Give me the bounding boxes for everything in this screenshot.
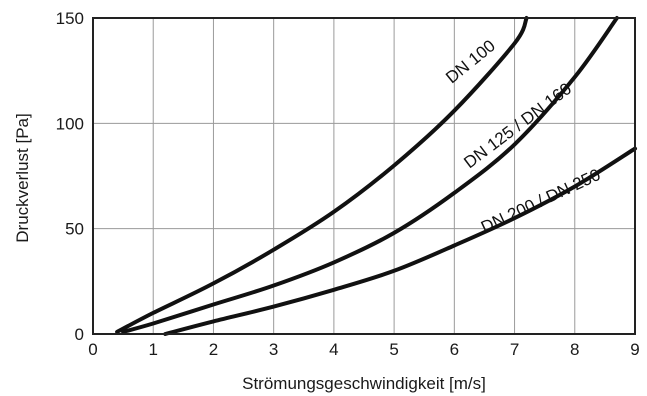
series-label-2: DN 200 / DN 250 xyxy=(478,165,603,237)
series-label-0: DN 100 xyxy=(442,36,499,87)
y-tick-label-1: 50 xyxy=(65,220,84,239)
grid xyxy=(93,18,635,334)
x-tick-label-0: 0 xyxy=(88,340,97,359)
series-label-1: DN 125 / DN 160 xyxy=(460,79,575,172)
series-line-2 xyxy=(163,146,637,336)
series-curves xyxy=(115,16,637,336)
x-tick-label-5: 5 xyxy=(389,340,398,359)
series-line-0 xyxy=(115,16,529,334)
plot-frame xyxy=(92,17,636,335)
x-tick-label-9: 9 xyxy=(630,340,639,359)
x-tick-label-1: 1 xyxy=(148,340,157,359)
x-axis-label: Strömungsgeschwindigkeit [m/s] xyxy=(242,374,486,393)
x-tick-label-4: 4 xyxy=(329,340,338,359)
y-axis-label: Druckverlust [Pa] xyxy=(13,113,32,242)
x-tick-label-7: 7 xyxy=(510,340,519,359)
x-tick-label-2: 2 xyxy=(209,340,218,359)
x-tick-label-3: 3 xyxy=(269,340,278,359)
x-tick-label-6: 6 xyxy=(450,340,459,359)
y-tick-label-3: 150 xyxy=(56,9,84,28)
x-tick-label-8: 8 xyxy=(570,340,579,359)
y-tick-label-0: 0 xyxy=(75,325,84,344)
series-line-1 xyxy=(121,16,619,334)
y-tick-label-2: 100 xyxy=(56,114,84,133)
tick-labels: 0 1 2 3 4 5 6 7 8 9 0 50 100 150 xyxy=(56,9,640,359)
